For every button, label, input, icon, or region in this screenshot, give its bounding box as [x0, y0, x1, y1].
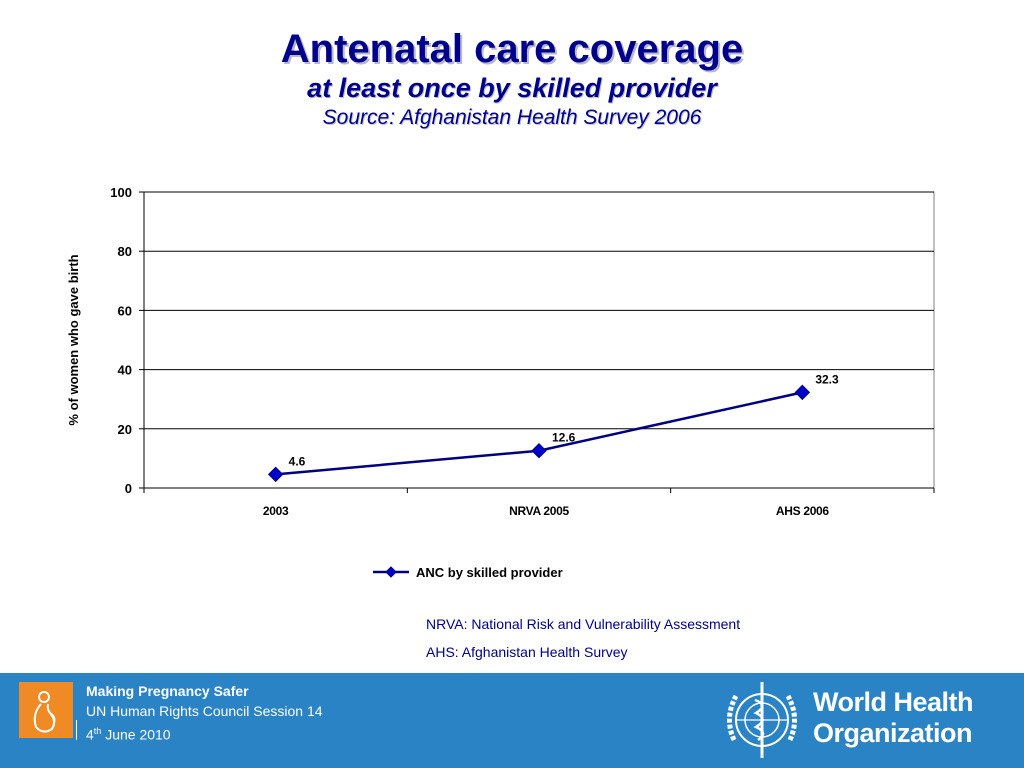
x-tick-label: 2003 — [263, 504, 289, 518]
data-point — [531, 442, 547, 459]
who-wordmark-line1: World Health — [813, 687, 974, 717]
slide-subtitle: at least once by skilled provider — [307, 73, 717, 103]
footer-event: UN Human Rights Council Session 14 — [86, 703, 323, 719]
who-wordmark: World Health Organization — [813, 687, 974, 749]
slide-title: Antenatal care coverage — [280, 27, 744, 71]
footer-separator — [76, 720, 77, 740]
note-nrva: NRVA: National Risk and Vulnerability As… — [426, 616, 741, 632]
plot-area — [143, 191, 935, 489]
data-point — [794, 384, 811, 401]
pregnant-woman-icon — [33, 691, 56, 733]
footer-program: Making Pregnancy Safer — [86, 683, 249, 699]
y-tick-label: 100 — [110, 185, 132, 200]
data-label: 32.3 — [815, 372, 839, 386]
who-wordmark-line2: Organization — [813, 718, 973, 748]
y-tick-label: 20 — [118, 422, 132, 437]
legend-marker — [385, 566, 397, 578]
mps-logo — [19, 682, 73, 738]
who-logo: World Health Organization — [720, 678, 1010, 762]
y-tick-label: 40 — [118, 363, 132, 378]
footer-date: 4th June 2010 — [86, 726, 171, 743]
slide-source: Source: Afghanistan Health Survey 2006 — [322, 106, 702, 129]
note-ahs: AHS: Afghanistan Health Survey — [426, 644, 628, 660]
x-tick-label: NRVA 2005 — [509, 504, 569, 518]
slide-title-block: Antenatal care coverage at least once by… — [0, 26, 1024, 132]
un-emblem-icon — [727, 682, 797, 758]
abbreviation-notes: NRVA: National Risk and Vulnerability As… — [426, 616, 740, 672]
legend-label: ANC by skilled provider — [416, 565, 563, 580]
y-tick-label: 60 — [118, 303, 132, 318]
line-chart: 0 20 40 60 80 100 2003 NRVA 2005 AHS 2006 % of wo… — [66, 185, 935, 580]
data-label: 12.6 — [552, 431, 576, 445]
data-point — [267, 466, 284, 483]
y-tick-label: 0 — [125, 481, 132, 496]
y-tick-label: 80 — [118, 244, 132, 259]
footer-bar: Making Pregnancy Safer UN Human Rights C… — [0, 673, 1024, 768]
x-tick-label: AHS 2006 — [776, 504, 830, 518]
data-label: 4.6 — [289, 454, 306, 468]
y-axis-label: % of women who gave birth — [66, 254, 81, 425]
footer-text: Making Pregnancy Safer UN Human Rights C… — [86, 681, 323, 745]
